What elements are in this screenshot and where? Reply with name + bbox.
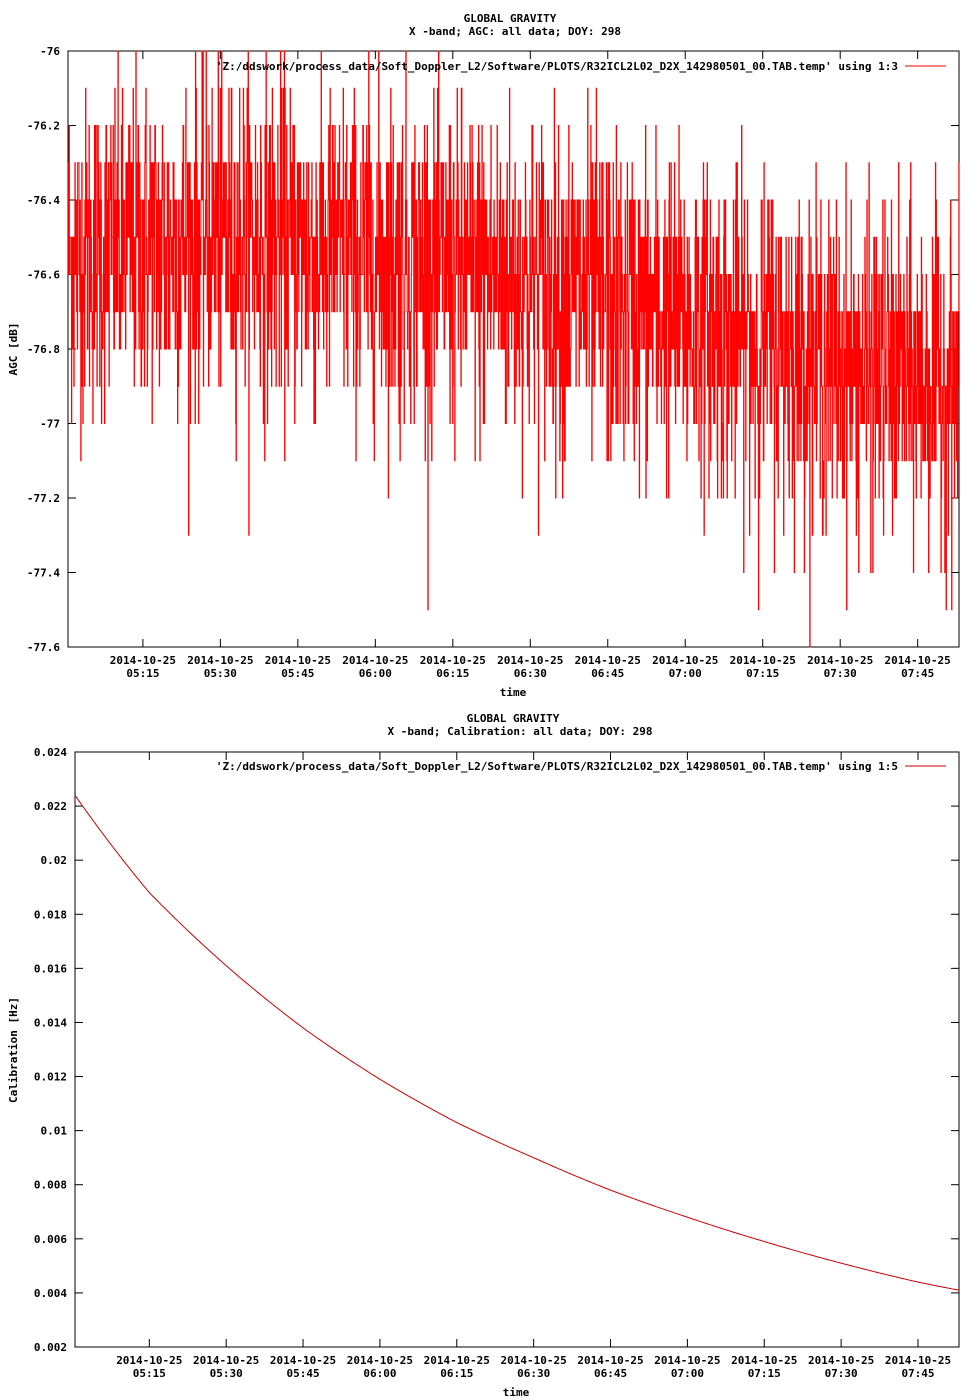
agc-x-tick-date: 2014-10-25 (110, 654, 176, 667)
agc-y-axis-label: AGC [dB] (7, 323, 20, 376)
calibration-x-tick-date: 2014-10-25 (270, 1354, 336, 1367)
calibration-series-group (74, 794, 960, 1291)
calibration-x-tick-time: 05:15 (133, 1367, 166, 1380)
calibration-x-tick-date: 2014-10-25 (424, 1354, 490, 1367)
calibration-legend: 'Z:/ddswork/process_data/Soft_Doppler_L2… (216, 760, 946, 773)
calibration-x-tick-date: 2014-10-25 (885, 1354, 951, 1367)
agc-x-tick-date: 2014-10-25 (807, 654, 873, 667)
calibration-x-tick-date: 2014-10-25 (654, 1354, 720, 1367)
calibration-x-tick-time: 05:45 (286, 1367, 319, 1380)
agc-y-tick-label: -76.4 (27, 194, 60, 207)
calibration-y-tick-label: 0.024 (34, 746, 67, 759)
agc-x-tick-time: 06:30 (514, 667, 547, 680)
agc-x-tick-time: 07:00 (669, 667, 702, 680)
agc-series-line (67, 50, 960, 648)
calibration-x-tick-date: 2014-10-25 (116, 1354, 182, 1367)
calibration-legend-label: 'Z:/ddswork/process_data/Soft_Doppler_L2… (216, 760, 898, 773)
calibration-x-axis: 2014-10-2505:152014-10-2505:302014-10-25… (116, 752, 951, 1380)
agc-legend: 'Z:/ddswork/process_data/Soft_Doppler_L2… (216, 60, 946, 73)
calibration-y-axis-label: Calibration [Hz] (7, 997, 20, 1103)
agc-chart: GLOBAL GRAVITY X -band; AGC: all data; D… (7, 12, 960, 699)
agc-y-tick-label: -76.2 (27, 120, 60, 133)
agc-x-tick-date: 2014-10-25 (187, 654, 253, 667)
agc-y-tick-label: -76 (40, 45, 60, 58)
agc-x-tick-time: 06:45 (591, 667, 624, 680)
calibration-y-tick-label: 0.01 (41, 1125, 68, 1138)
calibration-x-tick-time: 07:15 (748, 1367, 781, 1380)
agc-x-axis: 2014-10-2505:152014-10-2505:302014-10-25… (110, 51, 951, 680)
agc-y-tick-label: -76.6 (27, 269, 60, 282)
calibration-y-tick-label: 0.004 (34, 1287, 67, 1300)
agc-x-tick-time: 07:45 (901, 667, 934, 680)
calibration-y-tick-label: 0.02 (41, 854, 68, 867)
calibration-x-tick-date: 2014-10-25 (347, 1354, 413, 1367)
agc-x-tick-date: 2014-10-25 (497, 654, 563, 667)
calibration-chart: GLOBAL GRAVITY X -band; Calibration: all… (7, 712, 960, 1399)
agc-x-tick-date: 2014-10-25 (575, 654, 641, 667)
calibration-x-tick-time: 05:30 (210, 1367, 243, 1380)
calibration-x-tick-time: 07:30 (825, 1367, 858, 1380)
calibration-y-tick-label: 0.014 (34, 1016, 67, 1029)
agc-x-tick-date: 2014-10-25 (420, 654, 486, 667)
agc-x-tick-time: 07:30 (824, 667, 857, 680)
agc-x-tick-time: 07:15 (746, 667, 779, 680)
calibration-y-tick-label: 0.018 (34, 908, 67, 921)
calibration-y-axis: 0.024 0.022 0.02 0.018 0.016 0.014 0.012 0.01 0.… (34, 746, 959, 1354)
calibration-x-tick-time: 06:45 (594, 1367, 627, 1380)
calibration-series-line (74, 794, 960, 1291)
calibration-x-tick-date: 2014-10-25 (808, 1354, 874, 1367)
calibration-x-axis-label: time (503, 1386, 530, 1399)
calibration-plot-frame (74, 751, 960, 1348)
calibration-y-tick-label: 0.002 (34, 1341, 67, 1354)
agc-x-tick-date: 2014-10-25 (885, 654, 951, 667)
agc-x-tick-date: 2014-10-25 (265, 654, 331, 667)
calibration-x-tick-date: 2014-10-25 (193, 1354, 259, 1367)
agc-x-tick-date: 2014-10-25 (730, 654, 796, 667)
calibration-chart-title: GLOBAL GRAVITY (467, 712, 560, 725)
agc-y-tick-label: -77.4 (27, 567, 60, 580)
agc-y-tick-label: -77.2 (27, 492, 60, 505)
agc-x-tick-time: 06:00 (359, 667, 392, 680)
agc-y-tick-label: -76.8 (27, 343, 60, 356)
calibration-x-tick-time: 06:00 (363, 1367, 396, 1380)
calibration-x-tick-date: 2014-10-25 (577, 1354, 643, 1367)
calibration-y-tick-label: 0.006 (34, 1233, 67, 1246)
agc-y-tick-label: -77.6 (27, 641, 60, 654)
calibration-y-tick-label: 0.008 (34, 1179, 67, 1192)
agc-x-tick-time: 06:15 (436, 667, 469, 680)
calibration-x-tick-time: 07:45 (901, 1367, 934, 1380)
agc-legend-label: 'Z:/ddswork/process_data/Soft_Doppler_L2… (216, 60, 898, 73)
calibration-x-tick-time: 06:30 (517, 1367, 550, 1380)
calibration-x-tick-date: 2014-10-25 (731, 1354, 797, 1367)
calibration-y-tick-label: 0.016 (34, 962, 67, 975)
agc-series-group (67, 50, 960, 648)
calibration-y-tick-label: 0.012 (34, 1071, 67, 1084)
calibration-chart-subtitle: X -band; Calibration: all data; DOY: 298 (388, 725, 653, 738)
calibration-x-tick-date: 2014-10-25 (501, 1354, 567, 1367)
agc-x-tick-time: 05:30 (204, 667, 237, 680)
agc-x-axis-label: time (500, 686, 527, 699)
agc-chart-subtitle: X -band; AGC: all data; DOY: 298 (409, 25, 621, 38)
calibration-x-tick-time: 07:00 (671, 1367, 704, 1380)
agc-x-tick-time: 05:45 (281, 667, 314, 680)
agc-x-tick-time: 05:15 (126, 667, 159, 680)
agc-x-tick-date: 2014-10-25 (652, 654, 718, 667)
agc-y-tick-label: -77 (40, 418, 60, 431)
agc-chart-title: GLOBAL GRAVITY (464, 12, 557, 25)
agc-x-tick-date: 2014-10-25 (342, 654, 408, 667)
calibration-y-tick-label: 0.022 (34, 800, 67, 813)
calibration-x-tick-time: 06:15 (440, 1367, 473, 1380)
